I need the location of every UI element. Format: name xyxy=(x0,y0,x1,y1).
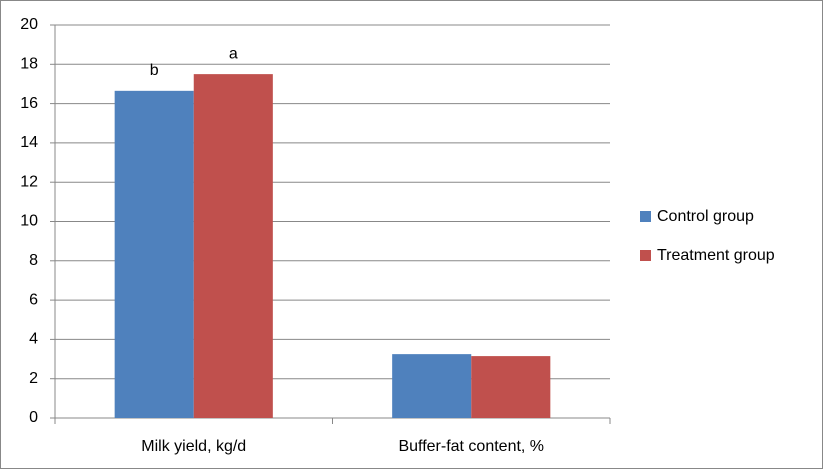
legend-label: Control group xyxy=(657,208,754,225)
y-tick-label: 8 xyxy=(29,252,38,269)
legend-swatch xyxy=(640,211,651,222)
annotation: a xyxy=(229,45,238,62)
y-tick-label: 16 xyxy=(20,95,38,112)
y-tick-label: 12 xyxy=(20,173,38,190)
y-tick-label: 14 xyxy=(20,134,38,151)
x-tick-label: Milk yield, kg/d xyxy=(141,438,246,455)
y-tick-label: 6 xyxy=(29,291,38,308)
y-tick-label: 10 xyxy=(20,213,38,230)
legend-label: Treatment group xyxy=(657,247,775,264)
annotation: b xyxy=(150,62,159,79)
y-tick-label: 2 xyxy=(29,370,38,387)
y-tick-label: 4 xyxy=(29,331,38,348)
bar xyxy=(193,74,273,418)
legend-swatch xyxy=(640,250,651,261)
y-tick-label: 18 xyxy=(20,56,38,73)
bar xyxy=(392,354,472,418)
y-tick-label: 0 xyxy=(29,409,38,426)
x-tick-label: Buffer-fat content, % xyxy=(398,438,544,455)
y-tick-label: 20 xyxy=(20,16,38,33)
bar xyxy=(114,90,194,418)
bar xyxy=(471,356,551,418)
